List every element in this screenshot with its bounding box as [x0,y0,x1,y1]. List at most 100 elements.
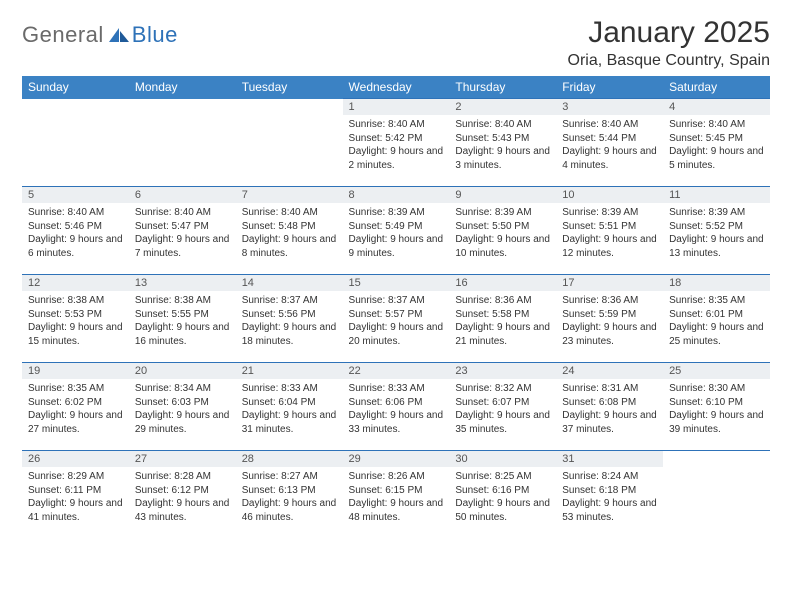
day-details: Sunrise: 8:33 AMSunset: 6:04 PMDaylight:… [236,379,343,440]
day-number: 31 [556,451,663,467]
calendar-cell: 1Sunrise: 8:40 AMSunset: 5:42 PMDaylight… [343,99,450,187]
sunset-text: Sunset: 5:51 PM [562,220,657,234]
sunset-text: Sunset: 6:16 PM [455,484,550,498]
sunrise-text: Sunrise: 8:33 AM [242,382,337,396]
sunrise-text: Sunrise: 8:37 AM [242,294,337,308]
calendar-cell: 6Sunrise: 8:40 AMSunset: 5:47 PMDaylight… [129,187,236,275]
day-number: 14 [236,275,343,291]
sunset-text: Sunset: 5:42 PM [349,132,444,146]
sunrise-text: Sunrise: 8:29 AM [28,470,123,484]
day-number: 18 [663,275,770,291]
sunrise-text: Sunrise: 8:39 AM [455,206,550,220]
daylight-text: Daylight: 9 hours and 18 minutes. [242,321,337,348]
calendar-cell: 8Sunrise: 8:39 AMSunset: 5:49 PMDaylight… [343,187,450,275]
page-header: General Blue January 2025 Oria, Basque C… [22,16,770,70]
sunrise-text: Sunrise: 8:31 AM [562,382,657,396]
day-number: 28 [236,451,343,467]
day-details: Sunrise: 8:39 AMSunset: 5:49 PMDaylight:… [343,203,450,264]
sunrise-text: Sunrise: 8:26 AM [349,470,444,484]
daylight-text: Daylight: 9 hours and 46 minutes. [242,497,337,524]
sunrise-text: Sunrise: 8:35 AM [669,294,764,308]
daylight-text: Daylight: 9 hours and 37 minutes. [562,409,657,436]
daylight-text: Daylight: 9 hours and 8 minutes. [242,233,337,260]
calendar-cell: 30Sunrise: 8:25 AMSunset: 6:16 PMDayligh… [449,451,556,539]
day-number: 24 [556,363,663,379]
calendar-row: 1Sunrise: 8:40 AMSunset: 5:42 PMDaylight… [22,99,770,187]
calendar-cell: 10Sunrise: 8:39 AMSunset: 5:51 PMDayligh… [556,187,663,275]
day-number: 8 [343,187,450,203]
day-number: 22 [343,363,450,379]
daylight-text: Daylight: 9 hours and 53 minutes. [562,497,657,524]
sunrise-text: Sunrise: 8:36 AM [455,294,550,308]
sunrise-text: Sunrise: 8:40 AM [28,206,123,220]
daylight-text: Daylight: 9 hours and 20 minutes. [349,321,444,348]
weekday-header: Tuesday [236,76,343,99]
calendar-cell: 2Sunrise: 8:40 AMSunset: 5:43 PMDaylight… [449,99,556,187]
day-number: 1 [343,99,450,115]
sunrise-text: Sunrise: 8:40 AM [135,206,230,220]
sunrise-text: Sunrise: 8:40 AM [562,118,657,132]
sunset-text: Sunset: 5:58 PM [455,308,550,322]
day-details: Sunrise: 8:40 AMSunset: 5:43 PMDaylight:… [449,115,556,176]
day-details: Sunrise: 8:38 AMSunset: 5:55 PMDaylight:… [129,291,236,352]
calendar-cell: 17Sunrise: 8:36 AMSunset: 5:59 PMDayligh… [556,275,663,363]
day-number: 4 [663,99,770,115]
sunrise-text: Sunrise: 8:35 AM [28,382,123,396]
sunset-text: Sunset: 6:13 PM [242,484,337,498]
day-details: Sunrise: 8:39 AMSunset: 5:52 PMDaylight:… [663,203,770,264]
daylight-text: Daylight: 9 hours and 39 minutes. [669,409,764,436]
calendar-cell: 15Sunrise: 8:37 AMSunset: 5:57 PMDayligh… [343,275,450,363]
day-details: Sunrise: 8:40 AMSunset: 5:44 PMDaylight:… [556,115,663,176]
day-number: 12 [22,275,129,291]
day-details: Sunrise: 8:40 AMSunset: 5:47 PMDaylight:… [129,203,236,264]
day-details: Sunrise: 8:35 AMSunset: 6:02 PMDaylight:… [22,379,129,440]
sunset-text: Sunset: 6:11 PM [28,484,123,498]
sunset-text: Sunset: 5:52 PM [669,220,764,234]
calendar-cell: 3Sunrise: 8:40 AMSunset: 5:44 PMDaylight… [556,99,663,187]
sunrise-text: Sunrise: 8:34 AM [135,382,230,396]
day-details: Sunrise: 8:34 AMSunset: 6:03 PMDaylight:… [129,379,236,440]
day-number: 10 [556,187,663,203]
daylight-text: Daylight: 9 hours and 33 minutes. [349,409,444,436]
sunrise-text: Sunrise: 8:33 AM [349,382,444,396]
weekday-header: Monday [129,76,236,99]
calendar-cell: 28Sunrise: 8:27 AMSunset: 6:13 PMDayligh… [236,451,343,539]
day-number: 3 [556,99,663,115]
sunset-text: Sunset: 5:43 PM [455,132,550,146]
day-number: 9 [449,187,556,203]
daylight-text: Daylight: 9 hours and 50 minutes. [455,497,550,524]
calendar-cell: 25Sunrise: 8:30 AMSunset: 6:10 PMDayligh… [663,363,770,451]
calendar-cell [663,451,770,539]
brand-text-general: General [22,22,104,48]
day-number: 21 [236,363,343,379]
sunset-text: Sunset: 5:44 PM [562,132,657,146]
weekday-header: Friday [556,76,663,99]
daylight-text: Daylight: 9 hours and 27 minutes. [28,409,123,436]
day-number: 6 [129,187,236,203]
sunset-text: Sunset: 5:57 PM [349,308,444,322]
calendar-cell: 27Sunrise: 8:28 AMSunset: 6:12 PMDayligh… [129,451,236,539]
calendar-cell: 12Sunrise: 8:38 AMSunset: 5:53 PMDayligh… [22,275,129,363]
day-details: Sunrise: 8:33 AMSunset: 6:06 PMDaylight:… [343,379,450,440]
brand-logo: General Blue [22,16,178,48]
calendar-row: 5Sunrise: 8:40 AMSunset: 5:46 PMDaylight… [22,187,770,275]
sunset-text: Sunset: 5:47 PM [135,220,230,234]
calendar-cell: 18Sunrise: 8:35 AMSunset: 6:01 PMDayligh… [663,275,770,363]
sunrise-text: Sunrise: 8:38 AM [28,294,123,308]
sunset-text: Sunset: 5:59 PM [562,308,657,322]
day-details: Sunrise: 8:39 AMSunset: 5:51 PMDaylight:… [556,203,663,264]
sunrise-text: Sunrise: 8:36 AM [562,294,657,308]
calendar-cell: 20Sunrise: 8:34 AMSunset: 6:03 PMDayligh… [129,363,236,451]
calendar-cell: 22Sunrise: 8:33 AMSunset: 6:06 PMDayligh… [343,363,450,451]
weekday-header: Saturday [663,76,770,99]
day-number: 20 [129,363,236,379]
calendar-table: SundayMondayTuesdayWednesdayThursdayFrid… [22,76,770,539]
daylight-text: Daylight: 9 hours and 25 minutes. [669,321,764,348]
sunrise-text: Sunrise: 8:32 AM [455,382,550,396]
day-number: 23 [449,363,556,379]
calendar-cell: 21Sunrise: 8:33 AMSunset: 6:04 PMDayligh… [236,363,343,451]
day-number: 26 [22,451,129,467]
calendar-cell: 13Sunrise: 8:38 AMSunset: 5:55 PMDayligh… [129,275,236,363]
day-details: Sunrise: 8:35 AMSunset: 6:01 PMDaylight:… [663,291,770,352]
sunset-text: Sunset: 5:48 PM [242,220,337,234]
